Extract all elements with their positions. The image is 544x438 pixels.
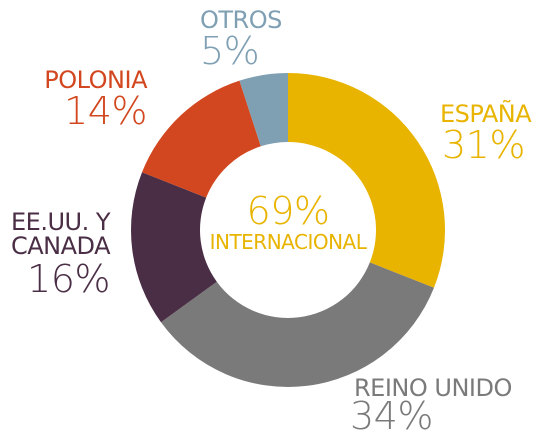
slice [142,80,261,198]
category-label: OTROS [200,6,282,34]
slice [131,172,217,323]
category-label: EE.UU. Y CANADA [10,208,111,260]
slice [288,73,445,288]
center-label: 69% [246,189,330,233]
value-label: 16% [27,257,110,301]
category-label: REINO UNIDO [354,374,512,402]
value-label: 5% [200,29,260,73]
value-label: 14% [64,89,147,133]
category-label: ESPAÑA [440,100,532,128]
value-label: 31% [442,123,525,167]
value-label: 34% [350,394,433,438]
category-label: POLONIA [44,66,147,94]
slice [239,73,288,147]
center-sublabel: INTERNACIONAL [209,230,367,254]
slice [160,262,434,387]
